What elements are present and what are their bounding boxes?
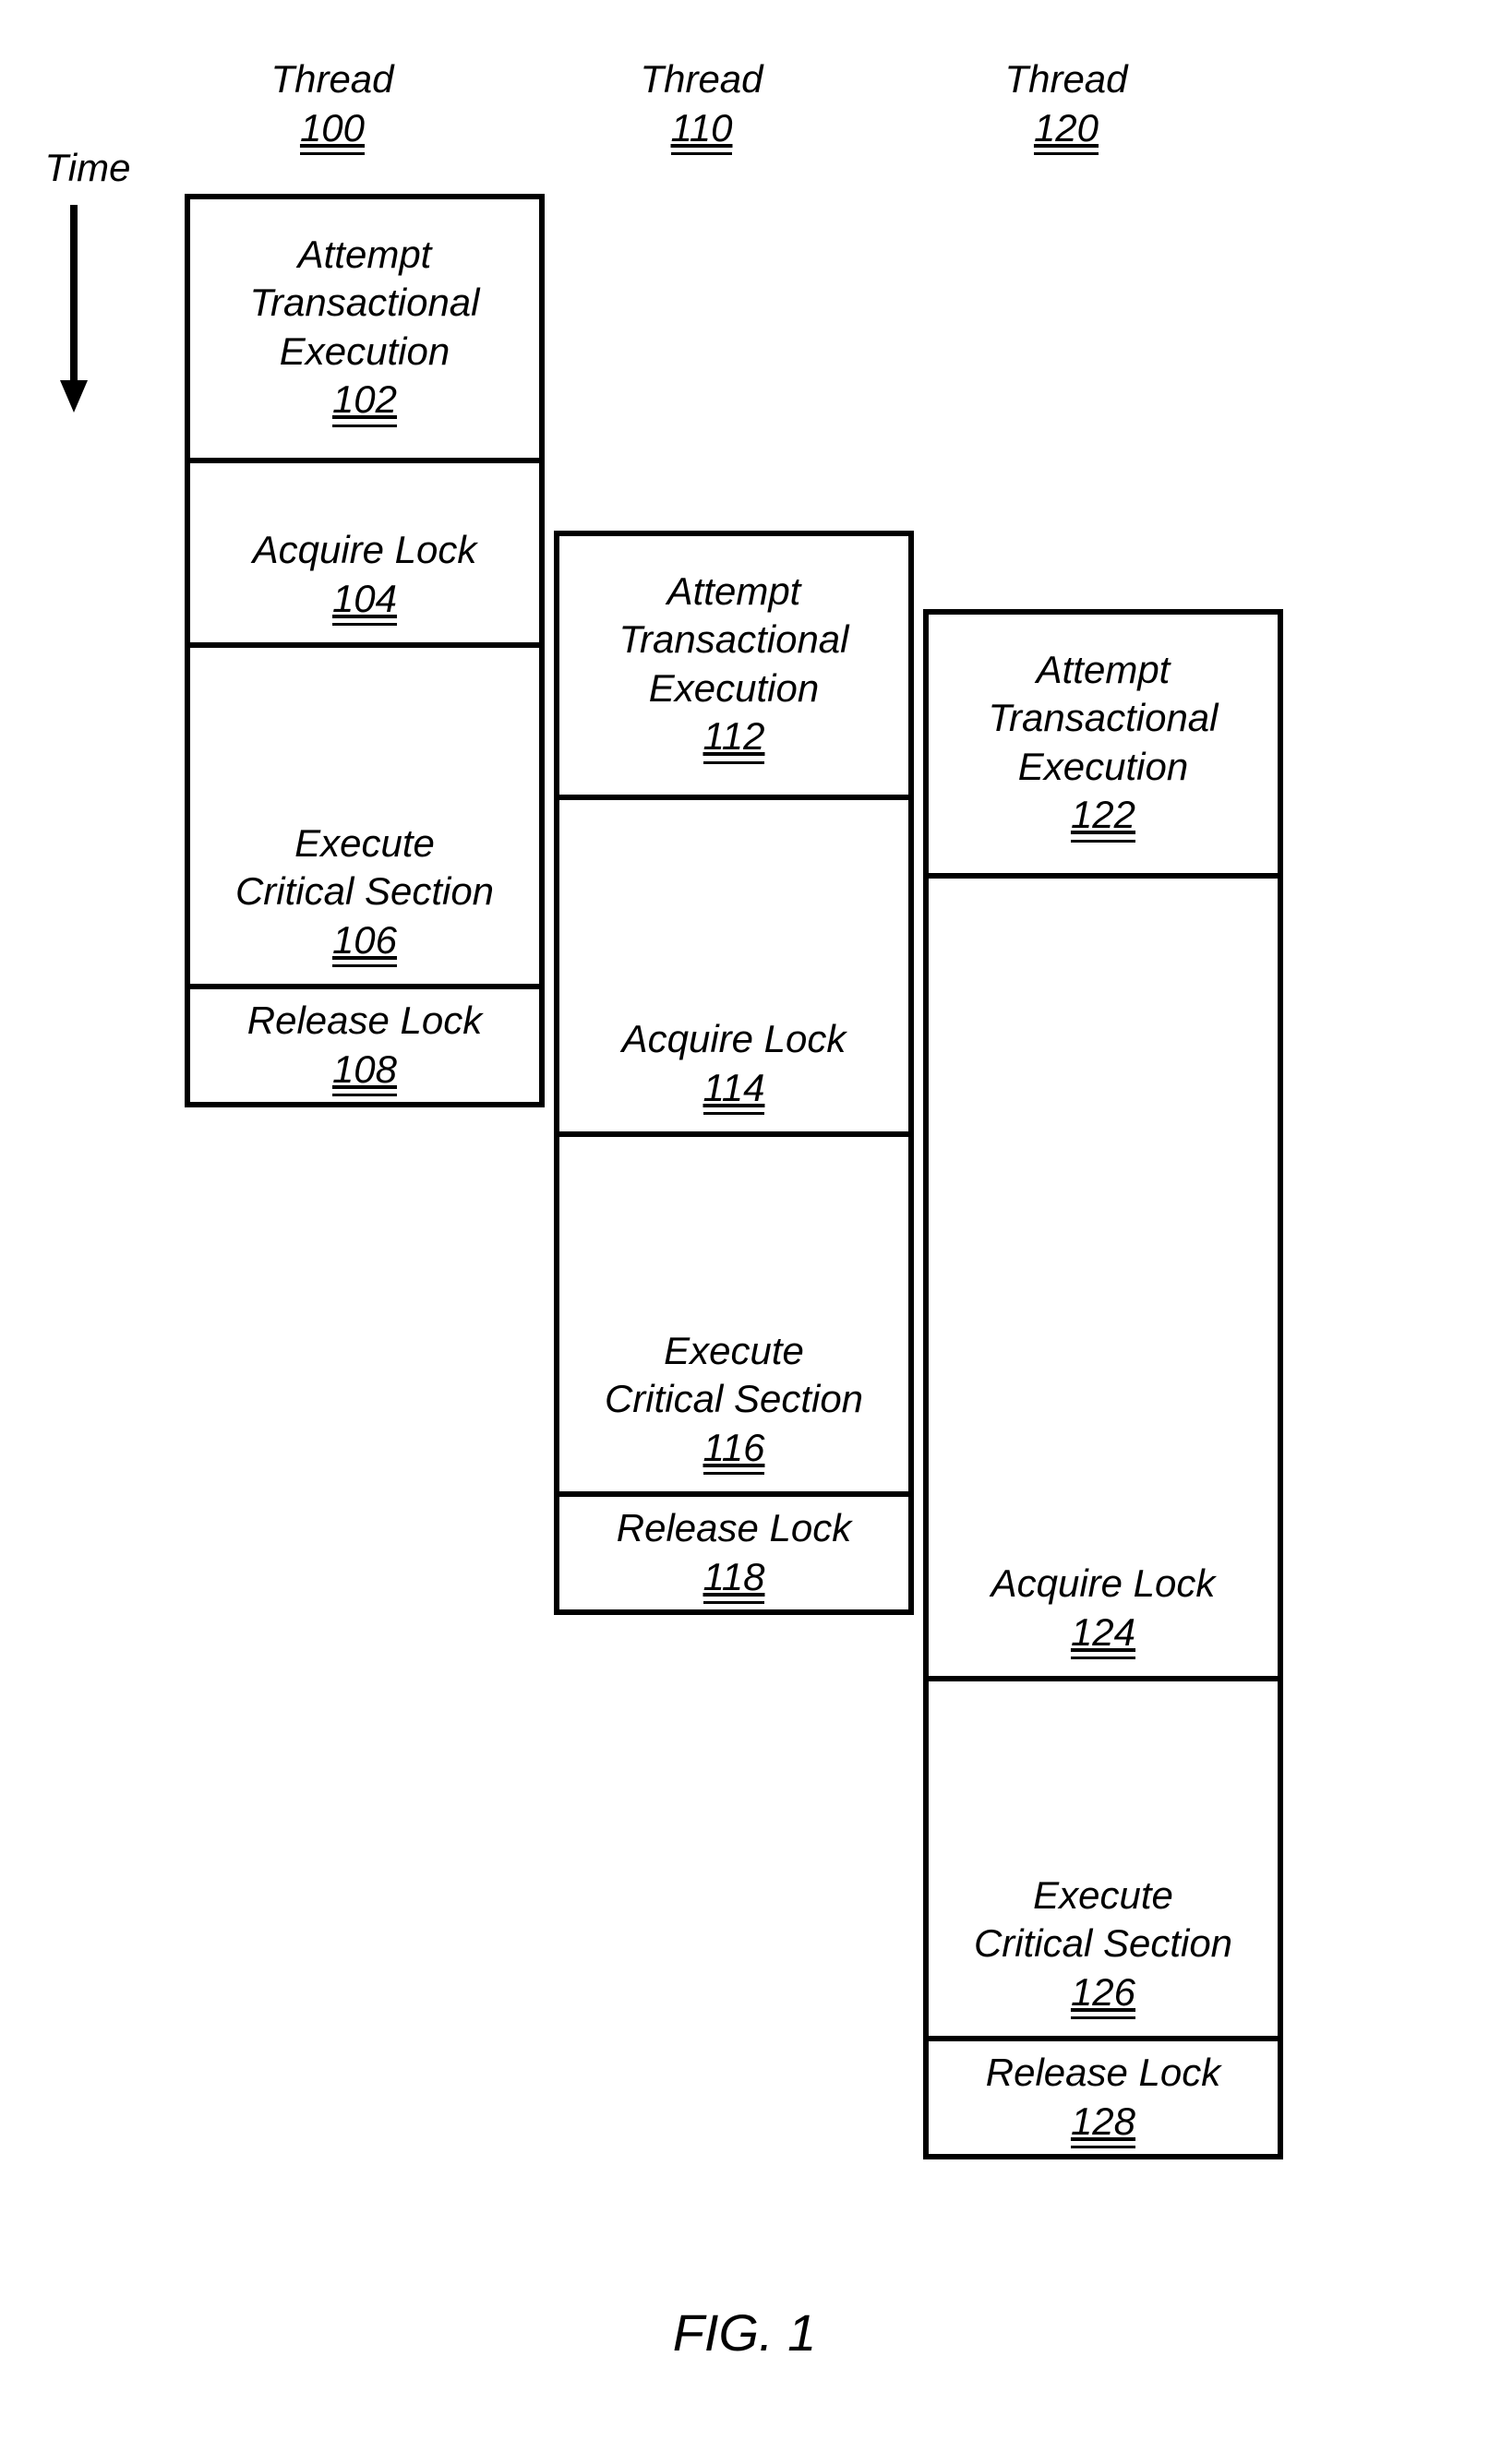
timeline-step: Release Lock128 [929,2036,1278,2165]
timeline-step-label: Release Lock108 [247,997,482,1096]
thread-column-2: AttemptTransactionalExecution122 Acquire … [923,609,1283,2159]
diagram-canvas: Time Thread 100 Thread 110 Thread 120 At… [0,0,1489,2464]
reference-number: 118 [703,1553,765,1605]
timeline-step: Acquire Lock114 [559,795,908,1131]
thread-header-ref: 110 [671,104,733,156]
timeline-step-label: AttemptTransactionalExecution112 [618,568,848,764]
reference-number: 104 [332,575,397,627]
timeline-step: ExecuteCritical Section116 [559,1131,908,1491]
timeline-step-label: ExecuteCritical Section116 [605,1327,863,1476]
timeline-step-label: ExecuteCritical Section126 [974,1872,1232,2020]
timeline-step-label: ExecuteCritical Section106 [235,819,494,968]
reference-number: 112 [703,712,765,764]
timeline-step: Release Lock118 [559,1491,908,1621]
thread-header-title: Thread [231,55,434,104]
timeline-step: ExecuteCritical Section106 [190,642,539,984]
thread-header-ref: 120 [1034,104,1099,156]
reference-number: 116 [703,1424,765,1476]
timeline-step-label: Release Lock118 [617,1504,851,1604]
timeline-step-label: Acquire Lock104 [253,526,477,626]
thread-header-1: Thread 110 [600,55,803,155]
thread-header-title: Thread [965,55,1168,104]
timeline-step: Release Lock108 [190,984,539,1113]
timeline-step: AttemptTransactionalExecution102 [190,199,539,458]
reference-number: 126 [1071,1968,1135,2020]
timeline-step-label: Acquire Lock114 [622,1015,847,1115]
timeline-step: AttemptTransactionalExecution122 [929,615,1278,873]
time-axis-label: Time [32,146,143,190]
time-arrow-icon [55,205,111,445]
figure-caption: FIG. 1 [0,2303,1489,2362]
reference-number: 114 [703,1064,765,1116]
timeline-step: Acquire Lock104 [190,458,539,642]
timeline-step: ExecuteCritical Section126 [929,1676,1278,2036]
reference-number: 102 [332,376,397,427]
timeline-step-label: Acquire Lock124 [991,1560,1216,1659]
thread-column-0: AttemptTransactionalExecution102 Acquire … [185,194,545,1107]
thread-header-2: Thread 120 [965,55,1168,155]
timeline-step: Acquire Lock124 [929,873,1278,1676]
reference-number: 106 [332,916,397,968]
reference-number: 124 [1071,1609,1135,1660]
thread-header-0: Thread 100 [231,55,434,155]
thread-header-title: Thread [600,55,803,104]
reference-number: 128 [1071,2098,1135,2149]
reference-number: 108 [332,1046,397,1097]
timeline-step-label: AttemptTransactionalExecution122 [988,646,1218,843]
timeline-step-label: Release Lock128 [986,2049,1220,2148]
thread-column-1: AttemptTransactionalExecution112 Acquire … [554,531,914,1615]
thread-header-ref: 100 [300,104,365,156]
timeline-step-label: AttemptTransactionalExecution102 [249,231,479,427]
reference-number: 122 [1071,791,1135,843]
timeline-step: AttemptTransactionalExecution112 [559,536,908,795]
